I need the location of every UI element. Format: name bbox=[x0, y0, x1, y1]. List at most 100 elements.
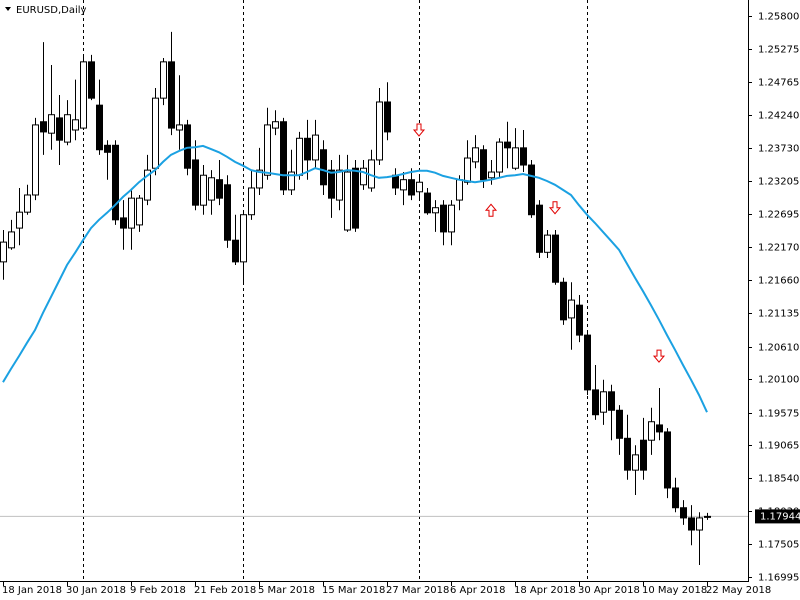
candle-body-up bbox=[48, 114, 55, 134]
candle-body-up bbox=[8, 231, 15, 249]
candle-body-down bbox=[664, 431, 671, 489]
x-tick-label: 21 Feb 2018 bbox=[194, 585, 256, 596]
candle-body-up bbox=[472, 147, 479, 163]
signal-arrow bbox=[412, 123, 426, 137]
candle-body-down bbox=[408, 179, 415, 196]
candle-body-up bbox=[24, 194, 31, 213]
y-tick-label: 1.21135 bbox=[758, 309, 799, 320]
y-tick-label: 1.25275 bbox=[758, 45, 799, 56]
candle-body-down bbox=[192, 159, 199, 206]
menu-triangle[interactable] bbox=[5, 7, 11, 11]
candle-body-up bbox=[432, 207, 439, 214]
candle-body-up bbox=[128, 197, 135, 229]
candle-body-down bbox=[424, 192, 431, 214]
candle-body-up bbox=[144, 169, 151, 201]
candle-body-up bbox=[136, 197, 143, 226]
candle-body-up bbox=[512, 147, 519, 169]
last-price-box bbox=[755, 509, 800, 524]
candle-body-down bbox=[56, 117, 63, 141]
y-tick-label: 1.25800 bbox=[758, 12, 799, 23]
y-tick-label: 1.24240 bbox=[758, 111, 799, 122]
candle-body-down bbox=[536, 204, 543, 253]
x-tick-label: 10 May 2018 bbox=[642, 585, 707, 596]
candle-body-down bbox=[528, 164, 535, 216]
x-tick-label: 27 Mar 2018 bbox=[386, 585, 449, 596]
candle-body-up bbox=[288, 171, 295, 191]
candle-body-down bbox=[608, 391, 615, 411]
candle-body-up bbox=[456, 179, 463, 201]
candle-body-up bbox=[344, 171, 351, 231]
candle-body-down bbox=[112, 144, 119, 221]
candle-body-down bbox=[688, 517, 695, 531]
candle-body-up bbox=[296, 137, 303, 176]
signal-arrow bbox=[548, 201, 562, 215]
candle-body-up bbox=[16, 211, 23, 229]
candle-body-up bbox=[72, 119, 79, 131]
candle-body-down bbox=[96, 104, 103, 151]
candle-body-up bbox=[208, 177, 215, 201]
candle-body-up bbox=[648, 421, 655, 441]
candle-body-up bbox=[312, 134, 319, 161]
y-tick-label: 1.20610 bbox=[758, 343, 799, 354]
candle-body-up bbox=[240, 214, 247, 263]
candle-body-up bbox=[632, 454, 639, 471]
x-tick-label: 5 Mar 2018 bbox=[258, 585, 315, 596]
chart-title: EURUSD,Daily bbox=[16, 5, 87, 16]
candle-body-down bbox=[304, 137, 311, 161]
candle-body-up bbox=[264, 124, 271, 176]
candle-body-down bbox=[520, 147, 527, 166]
y-tick-label: 1.19065 bbox=[758, 441, 799, 452]
candle-body-down bbox=[232, 239, 239, 263]
y-tick-label: 1.18540 bbox=[758, 474, 799, 485]
candle-body-up bbox=[256, 169, 263, 189]
candle-body-down bbox=[640, 439, 647, 471]
candle-body-up bbox=[464, 157, 471, 183]
x-tick-label: 18 Apr 2018 bbox=[514, 585, 576, 596]
last-price-label: 1.17944 bbox=[760, 511, 800, 522]
candle-body-down bbox=[480, 149, 487, 181]
candle-body-up bbox=[704, 515, 711, 518]
candle-body-down bbox=[680, 507, 687, 519]
x-tick-label: 9 Feb 2018 bbox=[130, 585, 186, 596]
candle-body-down bbox=[216, 179, 223, 199]
candle-body-up bbox=[448, 204, 455, 233]
candle-body-down bbox=[168, 61, 175, 129]
candle-body-down bbox=[280, 121, 287, 191]
candle-body-down bbox=[88, 61, 95, 99]
candle-body-down bbox=[656, 424, 663, 433]
y-tick-label: 1.20100 bbox=[758, 375, 799, 386]
candle-body-up bbox=[272, 121, 279, 129]
y-tick-label: 1.24765 bbox=[758, 78, 799, 89]
y-tick-label: 1.19575 bbox=[758, 409, 799, 420]
x-tick-label: 30 Apr 2018 bbox=[578, 585, 640, 596]
candle-body-up bbox=[600, 391, 607, 413]
candle-body-down bbox=[624, 437, 631, 471]
candle-body-up bbox=[544, 234, 551, 253]
candle-body-down bbox=[584, 334, 591, 391]
signal-arrow bbox=[484, 203, 498, 217]
y-tick-label: 1.21660 bbox=[758, 276, 799, 287]
y-tick-label: 1.22695 bbox=[758, 210, 799, 221]
candle-body-down bbox=[560, 281, 567, 321]
candle-body-down bbox=[504, 141, 511, 149]
candle-body-up bbox=[400, 179, 407, 191]
signal-arrow bbox=[652, 349, 666, 363]
candle-body-down bbox=[328, 169, 335, 199]
candle-body-down bbox=[440, 204, 447, 233]
candle-body-up bbox=[176, 124, 183, 131]
x-tick-label: 15 Mar 2018 bbox=[322, 585, 385, 596]
candle-body-down bbox=[224, 184, 231, 241]
candle-body-up bbox=[488, 171, 495, 179]
candle-body-down bbox=[576, 304, 583, 336]
candle-body-down bbox=[40, 121, 47, 133]
candle-body-up bbox=[160, 61, 167, 99]
candle-body-down bbox=[184, 124, 191, 169]
moving-average bbox=[2, 144, 708, 413]
candle-body-down bbox=[320, 149, 327, 186]
candle-body-up bbox=[152, 97, 159, 169]
candle-body-up bbox=[248, 187, 255, 216]
x-tick-label: 30 Jan 2018 bbox=[66, 585, 126, 596]
candle-body-down bbox=[384, 101, 391, 133]
